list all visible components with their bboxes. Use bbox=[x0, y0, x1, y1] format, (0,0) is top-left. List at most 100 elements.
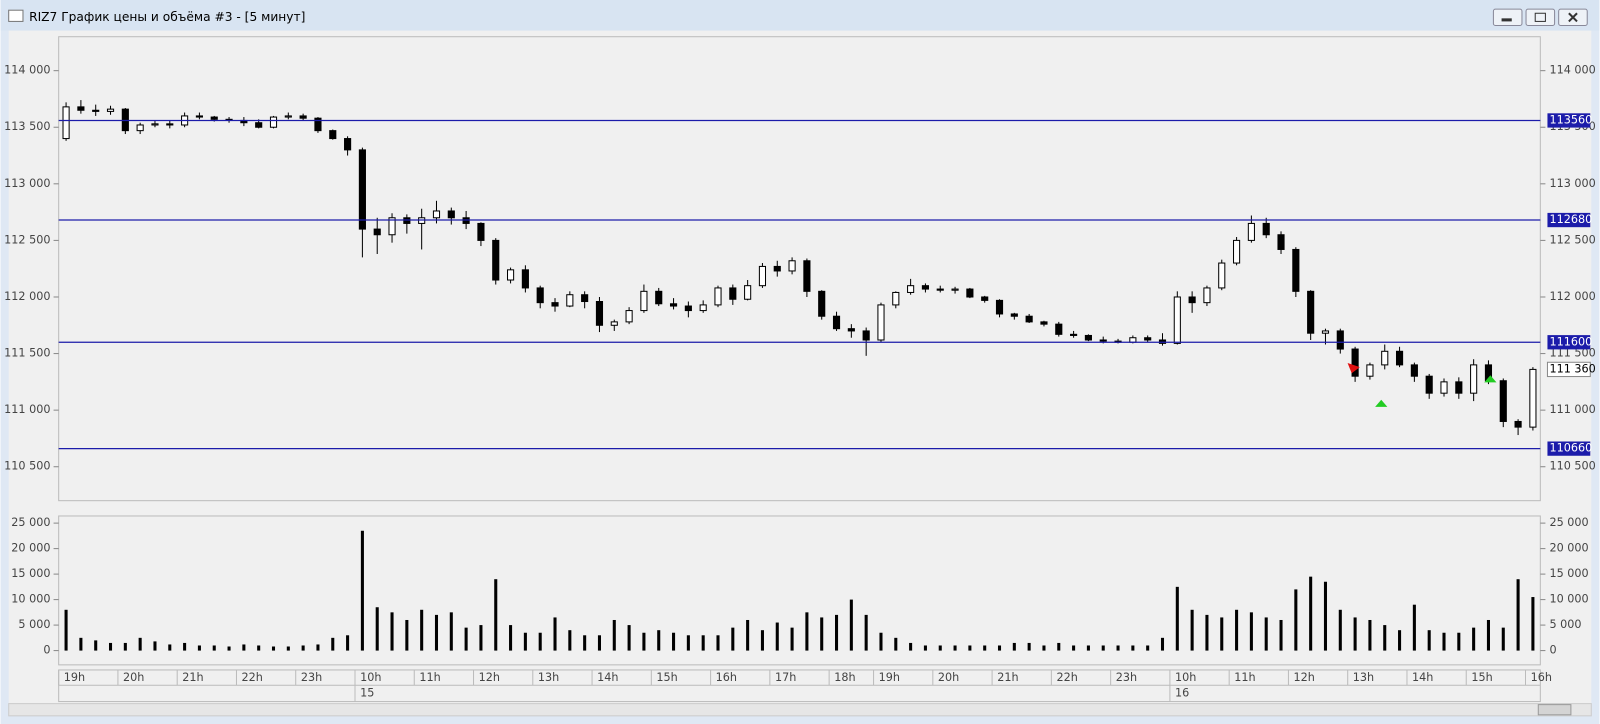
volume-bar bbox=[672, 632, 676, 651]
volume-bar bbox=[1175, 586, 1179, 651]
y-tick-label: 20 000 bbox=[1549, 542, 1588, 555]
candle-body bbox=[1262, 222, 1270, 236]
y-tick-label: 110 500 bbox=[4, 460, 50, 473]
volume-bar bbox=[1323, 581, 1328, 651]
x-tick-label: 10h bbox=[360, 671, 381, 684]
scroll-thumb[interactable] bbox=[1537, 704, 1572, 716]
x-tick-label: 14h bbox=[1412, 671, 1433, 684]
minimize-button[interactable] bbox=[1492, 8, 1523, 27]
restore-icon bbox=[1534, 12, 1546, 22]
candle-body bbox=[1529, 368, 1537, 428]
volume-bar bbox=[864, 614, 868, 651]
plot-layer: 110 500 110 500 111 000 111 000 111 500 111 5… bbox=[4, 64, 1596, 702]
candle-body bbox=[1233, 239, 1241, 264]
candle-body bbox=[595, 301, 604, 326]
volume-bar bbox=[642, 632, 646, 651]
volume-bar bbox=[746, 619, 750, 651]
volume-bar bbox=[1368, 619, 1372, 651]
x-tick-label: 15h bbox=[1471, 671, 1492, 684]
candle-body bbox=[566, 294, 574, 307]
volume-bar bbox=[1027, 642, 1031, 651]
volume-bar bbox=[835, 614, 839, 651]
candle-body bbox=[255, 122, 263, 128]
y-tick-label: 112 500 bbox=[1549, 233, 1595, 246]
x-tick-label: 20h bbox=[123, 671, 144, 684]
volume-bar bbox=[1220, 617, 1224, 651]
candle-body bbox=[1203, 287, 1211, 304]
candle-body bbox=[1084, 334, 1092, 341]
volume-bar bbox=[257, 645, 261, 651]
volume-bar bbox=[731, 627, 735, 651]
y-tick-label: 0 bbox=[43, 644, 50, 657]
volume-bar bbox=[523, 632, 527, 651]
volume-bar bbox=[479, 625, 483, 651]
volume-bar bbox=[1353, 617, 1357, 651]
level-badge bbox=[1547, 335, 1591, 350]
x-tick-label: 23h bbox=[1116, 671, 1137, 684]
volume-bar bbox=[1057, 642, 1061, 651]
level-badge bbox=[1547, 212, 1591, 228]
candle-body bbox=[640, 290, 648, 312]
y-tick-label: 10 000 bbox=[11, 593, 50, 606]
y-tick-label: 15 000 bbox=[1549, 567, 1588, 580]
volume-bar bbox=[509, 625, 513, 651]
y-tick-label: 20 000 bbox=[11, 542, 50, 555]
volume-bar bbox=[331, 637, 335, 651]
candle-body bbox=[1173, 296, 1181, 344]
volume-bar bbox=[405, 619, 409, 651]
volume-bar bbox=[1042, 645, 1046, 651]
scrollbar[interactable] bbox=[8, 703, 1592, 717]
trade-markers bbox=[1347, 363, 1497, 407]
candle-body bbox=[1395, 350, 1404, 366]
close-icon bbox=[1568, 12, 1578, 23]
volume-bar bbox=[464, 627, 468, 651]
volume-bar bbox=[894, 637, 898, 651]
candle-body bbox=[966, 288, 974, 298]
volume-bar bbox=[686, 635, 690, 651]
current-price-label: 111 360 bbox=[1549, 362, 1595, 375]
candle-body bbox=[1351, 348, 1359, 377]
x-tick-label: 12h bbox=[479, 671, 500, 684]
volume-bar bbox=[627, 625, 631, 651]
level-label: 110660 bbox=[1549, 442, 1592, 455]
volume-bar bbox=[1472, 627, 1476, 651]
candle-body bbox=[299, 115, 307, 119]
volume-bar bbox=[1338, 609, 1342, 651]
y-tick-label: 113 000 bbox=[4, 177, 50, 190]
volume-bar bbox=[316, 644, 320, 651]
volume-bar bbox=[805, 612, 809, 651]
volume-bar bbox=[1264, 617, 1268, 651]
volume-bar bbox=[1160, 637, 1165, 651]
y-tick-label: 112 000 bbox=[1549, 290, 1595, 303]
candle-body bbox=[1277, 234, 1285, 250]
candle-body bbox=[1247, 222, 1255, 241]
volume-bar bbox=[1531, 597, 1535, 651]
x-tick-label: 23h bbox=[301, 671, 322, 684]
candle-body bbox=[729, 287, 737, 300]
volume-bar bbox=[1457, 632, 1461, 651]
candle-body bbox=[1188, 296, 1196, 304]
restore-button[interactable] bbox=[1525, 8, 1556, 27]
buy-marker bbox=[1484, 375, 1497, 383]
y-tick-label: 0 bbox=[1549, 644, 1556, 657]
candle-body bbox=[329, 130, 337, 140]
y-tick-label: 10 000 bbox=[1549, 593, 1588, 606]
x-tick-label: 19h bbox=[64, 671, 85, 684]
volume-bar bbox=[612, 619, 616, 651]
candle-body bbox=[936, 288, 944, 291]
candle-body bbox=[684, 305, 692, 312]
candle-body bbox=[106, 108, 115, 112]
candle-body bbox=[314, 117, 322, 132]
candle-body bbox=[1366, 364, 1374, 377]
volume-bar bbox=[983, 645, 987, 651]
level-badge bbox=[1547, 113, 1591, 128]
x-tick-label: 16h bbox=[716, 671, 737, 684]
time-axis bbox=[58, 669, 1541, 703]
volume-bar bbox=[1190, 609, 1194, 651]
candle-body bbox=[1440, 381, 1448, 394]
volume-bar bbox=[1309, 576, 1313, 651]
volume-bar bbox=[820, 617, 824, 651]
candle-body bbox=[773, 265, 781, 272]
volume-bar bbox=[923, 645, 927, 651]
